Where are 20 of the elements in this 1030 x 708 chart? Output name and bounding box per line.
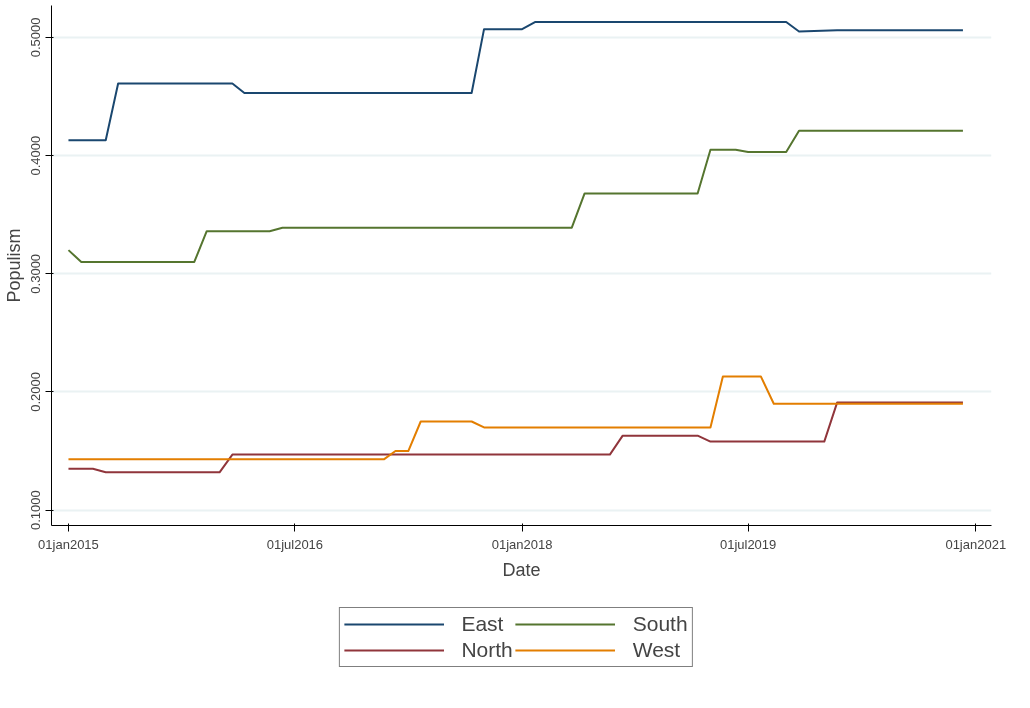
line-series [67,21,964,142]
x-tick-label: 01jan2021 [945,536,1007,552]
x-axis-title: Date [502,559,541,580]
x-tick-label: 01jan2015 [38,536,99,552]
line-series [67,401,964,474]
legend-label: East [461,612,504,636]
y-tick-label: 0.4000 [28,135,44,176]
line-series [67,375,964,461]
y-tick-label: 0.2000 [28,372,44,412]
legend-label: North [461,638,513,662]
x-tick-label: 01jan2018 [491,536,553,552]
y-axis-title: Populism [3,228,24,303]
y-tick-label: 0.3000 [28,253,44,294]
legend-label: South [632,612,688,636]
x-tick-label: 01jul2019 [719,536,777,552]
y-tick-label: 0.5000 [28,17,44,58]
x-tick-label: 01jul2016 [266,536,324,552]
legend-label: West [632,638,681,662]
y-tick-label: 0.1000 [28,490,44,531]
line-series [67,129,964,263]
